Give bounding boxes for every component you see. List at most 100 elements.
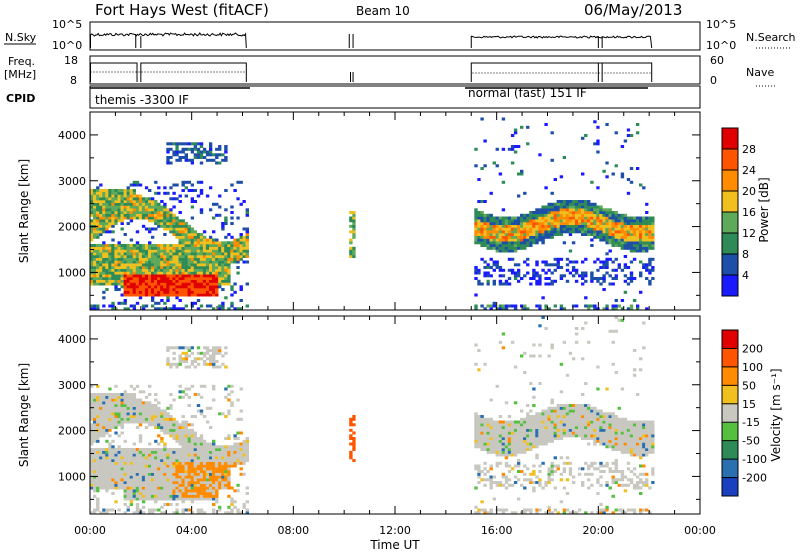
heatmap-cell bbox=[123, 415, 127, 418]
heatmap-cell bbox=[102, 216, 106, 220]
heatmap-cell bbox=[602, 263, 606, 267]
heatmap-cell bbox=[190, 238, 194, 242]
heatmap-cell bbox=[562, 274, 566, 278]
heatmap-cell bbox=[480, 423, 484, 427]
heatmap-cell bbox=[135, 398, 140, 402]
heatmap-cell bbox=[148, 478, 152, 482]
heatmap-cell bbox=[562, 211, 566, 214]
heatmap-cell bbox=[639, 241, 643, 245]
heatmap-cell bbox=[114, 481, 118, 484]
heatmap-cell bbox=[169, 285, 173, 289]
heatmap-cell bbox=[129, 271, 134, 275]
heatmap-cell bbox=[544, 327, 548, 330]
heatmap-cell bbox=[184, 235, 188, 239]
heatmap-cell bbox=[196, 255, 201, 258]
heatmap-cell bbox=[480, 167, 484, 170]
heatmap-cell bbox=[105, 191, 109, 195]
heatmap-cell bbox=[93, 456, 97, 460]
heatmap-cell bbox=[629, 304, 634, 308]
heatmap-cell bbox=[178, 354, 182, 358]
heatmap-cell bbox=[629, 222, 634, 225]
heatmap-cell bbox=[236, 450, 240, 454]
heatmap-cell bbox=[93, 423, 97, 427]
heatmap-cell bbox=[517, 274, 521, 278]
heatmap-cell bbox=[556, 208, 560, 212]
heatmap-cell bbox=[477, 439, 481, 443]
heatmap-cell bbox=[141, 478, 146, 482]
heatmap-cell bbox=[477, 213, 481, 217]
heatmap-cell bbox=[187, 467, 191, 471]
heatmap-cell bbox=[132, 255, 136, 258]
heatmap-cell bbox=[90, 464, 94, 468]
heatmap-cell bbox=[639, 260, 643, 264]
heatmap-cell bbox=[632, 222, 637, 225]
heatmap-cell bbox=[498, 481, 503, 484]
heatmap-cell bbox=[230, 252, 234, 256]
heatmap-cell bbox=[571, 224, 576, 228]
heatmap-cell bbox=[535, 417, 539, 421]
heatmap-cell bbox=[513, 307, 518, 311]
heatmap-cell bbox=[349, 211, 353, 214]
heatmap-cell bbox=[193, 260, 197, 264]
heatmap-cell bbox=[135, 453, 140, 457]
heatmap-cell bbox=[160, 290, 164, 294]
heatmap-cell bbox=[169, 464, 173, 468]
heatmap-cell bbox=[193, 483, 197, 487]
heatmap-cell bbox=[629, 271, 634, 275]
heatmap-cell bbox=[221, 260, 225, 264]
heatmap-cell bbox=[489, 274, 493, 278]
heatmap-cell bbox=[547, 211, 551, 214]
heatmap-cell bbox=[227, 307, 231, 311]
heatmap-cell bbox=[123, 263, 127, 267]
heatmap-cell bbox=[230, 486, 234, 490]
heatmap-cell bbox=[132, 401, 136, 405]
heatmap-cell bbox=[562, 511, 566, 515]
heatmap-cell bbox=[166, 161, 170, 165]
heatmap-cell bbox=[190, 230, 194, 234]
heatmap-cell bbox=[126, 263, 130, 267]
heatmap-cell bbox=[181, 470, 185, 473]
heatmap-cell bbox=[513, 442, 518, 446]
heatmap-cell bbox=[117, 467, 121, 471]
heatmap-cell bbox=[151, 219, 155, 223]
heatmap-cell bbox=[151, 252, 155, 256]
heatmap-cell bbox=[212, 497, 216, 501]
heatmap-cell bbox=[629, 180, 634, 184]
heatmap-cell bbox=[132, 415, 136, 418]
heatmap-cell bbox=[154, 406, 158, 410]
heatmap-cell bbox=[205, 246, 210, 250]
heatmap-cell bbox=[148, 461, 152, 465]
heatmap-cell bbox=[144, 415, 149, 418]
heatmap-cell bbox=[224, 486, 228, 490]
heatmap-cell bbox=[495, 219, 499, 223]
heatmap-cell bbox=[102, 213, 106, 217]
heatmap-cell bbox=[489, 417, 493, 421]
heatmap-cell bbox=[141, 511, 146, 515]
heatmap-cell bbox=[215, 459, 219, 462]
heatmap-cell bbox=[492, 445, 496, 449]
heatmap-cell bbox=[645, 263, 649, 267]
heatmap-cell bbox=[215, 202, 219, 206]
heatmap-cell bbox=[141, 216, 146, 220]
heatmap-cell bbox=[193, 442, 197, 446]
heatmap-cell bbox=[205, 153, 210, 157]
heatmap-cell bbox=[196, 470, 201, 473]
beam-label: Beam 10 bbox=[356, 4, 410, 18]
heatmap-cell bbox=[166, 423, 170, 427]
heatmap-cell bbox=[163, 486, 167, 490]
heatmap-cell bbox=[230, 293, 234, 297]
heatmap-cell bbox=[90, 211, 94, 214]
heatmap-cell bbox=[221, 475, 225, 479]
heatmap-cell bbox=[163, 288, 167, 291]
heatmap-cell bbox=[474, 235, 478, 239]
velocity-heatmap bbox=[90, 316, 655, 515]
heatmap-cell bbox=[193, 142, 197, 146]
heatmap-cell bbox=[629, 167, 634, 170]
heatmap-cell bbox=[480, 437, 484, 440]
heatmap-cell bbox=[166, 257, 170, 261]
heatmap-cell bbox=[501, 332, 506, 336]
heatmap-cell bbox=[477, 200, 481, 203]
heatmap-cell bbox=[498, 304, 503, 308]
heatmap-cell bbox=[151, 285, 155, 289]
heatmap-cell bbox=[513, 222, 518, 225]
